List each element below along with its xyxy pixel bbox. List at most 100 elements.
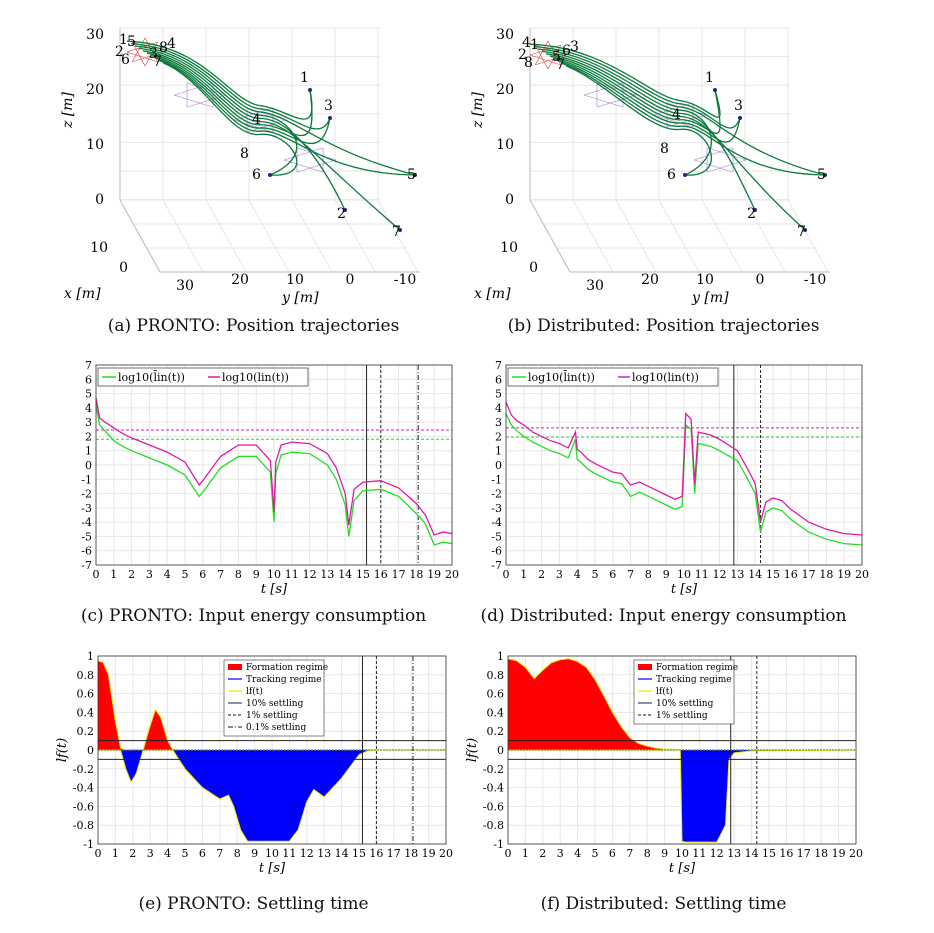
trajectory-curve xyxy=(126,40,313,120)
start-label: 2 xyxy=(518,47,527,63)
y-tick-label: -4 xyxy=(81,516,92,529)
y-tick-label: -0.2 xyxy=(483,763,504,776)
x-tick-label: 4 xyxy=(164,568,171,581)
end-label: 3 xyxy=(324,98,333,114)
x-tick-label: 18 xyxy=(404,847,418,860)
end-marker xyxy=(398,228,402,232)
graph-edge xyxy=(693,147,734,161)
end-label: 2 xyxy=(747,206,756,222)
x-tick-label: 15 xyxy=(352,847,366,860)
grid-floor xyxy=(248,199,290,273)
x-tick-label: 0 xyxy=(119,260,128,276)
trajectory-curve xyxy=(138,47,298,176)
energy-plot-c: 0 1 2 3 4 5 6 7 8 9 10 11 12 13 14 15 16 17 18 19 20-7-6-5-4… xyxy=(81,359,459,597)
x-tick-label: 6 xyxy=(609,847,616,860)
end-marker xyxy=(823,173,827,177)
trajectory-curve xyxy=(557,60,741,143)
start-label: 4 xyxy=(522,35,531,51)
end-marker xyxy=(308,88,312,92)
x-tick-label: 5 xyxy=(182,568,189,581)
trajectory-curve xyxy=(150,54,313,137)
waypoint-label: 8 xyxy=(660,141,669,157)
start-label: 5 xyxy=(127,34,136,50)
z-tick-label: 20 xyxy=(86,82,104,98)
graph-edge xyxy=(173,94,214,108)
graph-edge xyxy=(693,159,734,173)
y-tick-label: 0.8 xyxy=(77,669,95,682)
trajectory-curve xyxy=(545,53,756,211)
x-tick-label: 16 xyxy=(369,847,383,860)
x-tick-label: 10 xyxy=(90,240,108,256)
x-tick-label: 3 xyxy=(147,847,154,860)
x-tick-label: 15 xyxy=(356,568,370,581)
z-tick-label: 0 xyxy=(505,192,514,208)
x-tick-label: 19 xyxy=(832,847,846,860)
x-tick-label: 7 xyxy=(216,847,223,860)
y-tick-label: -1 xyxy=(83,838,94,851)
y-tick-label: -2 xyxy=(491,488,502,501)
end-marker xyxy=(738,116,742,120)
y-tick-label: 4 xyxy=(85,402,92,415)
end-label: 7 xyxy=(392,224,401,240)
x-tick-label: 20 xyxy=(849,847,863,860)
y-tick-label: 6 xyxy=(495,373,502,386)
tracking-area-edge xyxy=(508,749,857,843)
end-marker xyxy=(753,208,757,212)
x-tick-label: 4 xyxy=(574,568,581,581)
graph-edge xyxy=(246,119,287,133)
legend-box xyxy=(223,659,325,737)
start-label: 4 xyxy=(167,36,176,52)
y-tick-label: 0 xyxy=(756,272,765,288)
legend-label: 1% settling xyxy=(656,711,708,721)
end-label: 7 xyxy=(797,224,806,240)
y-tick-label: 0 xyxy=(87,744,94,757)
formation-edge xyxy=(529,54,561,66)
formation-area xyxy=(508,658,682,750)
y-tick-label: -0.8 xyxy=(483,819,504,832)
x-tick-label: 4 xyxy=(164,847,171,860)
start-label: 8 xyxy=(159,40,168,56)
formation-edge xyxy=(535,44,549,70)
x-tick-label: 12 xyxy=(713,568,727,581)
start-label: 3 xyxy=(570,39,579,55)
y-axis-label: y [m] xyxy=(691,290,729,306)
x-tick-label: 17 xyxy=(387,847,401,860)
plot-frame xyxy=(95,364,453,566)
graph-edge xyxy=(706,159,747,173)
legend-label: Tracking regime xyxy=(656,675,732,685)
y-tick-label: 0 xyxy=(495,459,502,472)
x-tick-label: 12 xyxy=(300,847,314,860)
y-axis-label: lf(t) xyxy=(55,738,70,762)
y-tick-label: 0.6 xyxy=(487,688,505,701)
caption-e: (e) PRONTO: Settling time xyxy=(138,894,369,914)
tracking-area-edge xyxy=(98,749,446,842)
graph-edge xyxy=(296,147,337,161)
x-tick-label: 8 xyxy=(235,568,242,581)
start-label: 1 xyxy=(530,37,539,53)
end-label: 1 xyxy=(300,70,309,86)
y-tick-label: -0.2 xyxy=(73,763,94,776)
x-tick-label: 17 xyxy=(802,568,816,581)
caption-d: (d) Distributed: Input energy consumptio… xyxy=(480,606,847,626)
x-tick-label: 11 xyxy=(282,847,296,860)
legend-label: Formation regime xyxy=(656,663,738,673)
plot-frame xyxy=(97,655,447,845)
trajectory-curve xyxy=(158,59,416,176)
formation-area xyxy=(98,660,173,750)
y-tick-label: 0.8 xyxy=(487,669,505,682)
x-tick-label: 19 xyxy=(427,568,441,581)
grid-floor xyxy=(377,199,419,273)
tracking-area xyxy=(508,750,856,843)
series-magenta xyxy=(95,397,453,536)
legend-label: 0.1% settling xyxy=(246,723,306,733)
y-tick-label: 6 xyxy=(85,373,92,386)
x-tick-label: 0 xyxy=(95,847,102,860)
x-tick-label: 13 xyxy=(317,847,331,860)
x-tick-label: 16 xyxy=(779,847,793,860)
grid-floor xyxy=(744,199,786,273)
x-tick-label: 3 xyxy=(557,847,564,860)
y-tick-label: 2 xyxy=(85,430,92,443)
y-tick-label: -10 xyxy=(394,272,417,288)
x-tick-label: 2 xyxy=(128,568,135,581)
